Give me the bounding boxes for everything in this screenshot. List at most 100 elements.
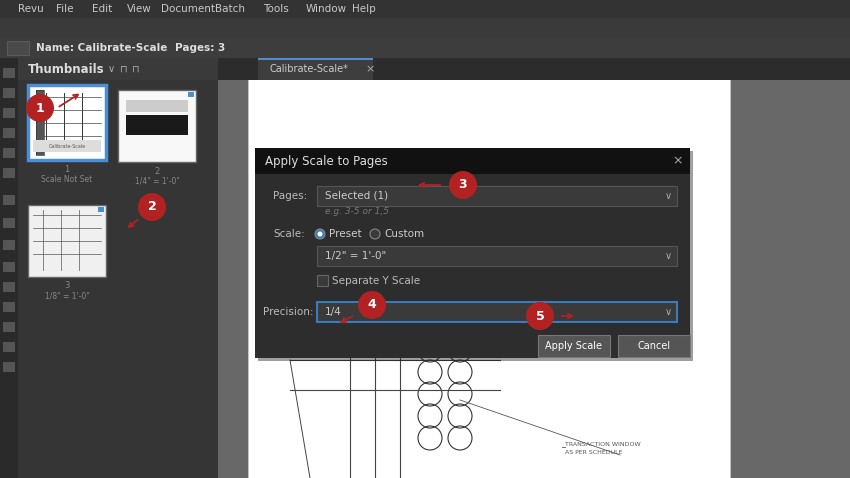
Text: 1: 1 <box>36 101 44 115</box>
Bar <box>3 128 15 138</box>
Bar <box>18 58 218 80</box>
Text: 1: 1 <box>65 165 70 174</box>
Text: Scale:: Scale: <box>273 229 305 239</box>
Text: ⊓: ⊓ <box>132 64 139 74</box>
Text: AS PER SCHEDULE: AS PER SCHEDULE <box>565 450 622 456</box>
Circle shape <box>138 193 166 221</box>
Bar <box>317 302 677 322</box>
Bar <box>0 38 850 58</box>
Text: Document: Document <box>161 4 215 14</box>
Text: 2: 2 <box>155 166 160 175</box>
Bar <box>126 115 188 135</box>
Text: 1/8" = 1'-0": 1/8" = 1'-0" <box>44 292 89 301</box>
FancyArrowPatch shape <box>562 314 572 318</box>
Circle shape <box>370 229 380 239</box>
Bar <box>258 58 373 80</box>
Bar <box>218 58 850 80</box>
Bar <box>3 262 15 272</box>
Text: 3: 3 <box>65 282 70 291</box>
Text: 5: 5 <box>536 309 544 323</box>
Bar <box>258 58 373 60</box>
Text: Precision:: Precision: <box>263 307 314 317</box>
Text: Selected (1): Selected (1) <box>325 191 388 201</box>
Bar <box>3 168 15 178</box>
Circle shape <box>26 94 54 122</box>
Text: ∨: ∨ <box>665 191 672 201</box>
Bar <box>258 151 693 361</box>
Text: Calibrate-Scale*: Calibrate-Scale* <box>270 64 348 74</box>
Text: ∨: ∨ <box>108 64 115 74</box>
Bar <box>317 275 328 286</box>
Text: Preset: Preset <box>329 229 361 239</box>
Text: Apply Scale: Apply Scale <box>546 341 603 351</box>
Text: Window: Window <box>306 4 347 14</box>
FancyArrowPatch shape <box>342 316 353 322</box>
Text: Help: Help <box>352 4 376 14</box>
Bar <box>28 205 106 277</box>
Bar <box>3 240 15 250</box>
Text: Calibrate-Scale: Calibrate-Scale <box>48 144 86 150</box>
FancyArrowPatch shape <box>128 220 138 227</box>
Bar <box>538 335 610 357</box>
Text: Separate Y Scale: Separate Y Scale <box>332 276 420 286</box>
Text: 1/2" = 1'-0": 1/2" = 1'-0" <box>325 251 386 261</box>
Bar <box>3 282 15 292</box>
Bar <box>0 58 18 478</box>
Bar <box>317 186 677 206</box>
Text: Revu: Revu <box>18 4 43 14</box>
Text: File: File <box>56 4 73 14</box>
Circle shape <box>315 229 325 239</box>
Bar <box>188 92 194 97</box>
Bar <box>248 68 730 478</box>
FancyArrowPatch shape <box>420 183 440 187</box>
Bar <box>3 342 15 352</box>
Bar <box>33 140 101 152</box>
Text: 4: 4 <box>367 298 377 312</box>
Bar <box>3 148 15 158</box>
Bar <box>3 68 15 78</box>
Bar <box>28 85 106 160</box>
Circle shape <box>526 302 554 330</box>
Text: Custom: Custom <box>384 229 424 239</box>
Bar <box>3 218 15 228</box>
Text: e.g. 3-5 or 1,5: e.g. 3-5 or 1,5 <box>325 207 389 217</box>
Bar <box>0 0 850 18</box>
Text: Tools: Tools <box>263 4 289 14</box>
Text: Thumbnails: Thumbnails <box>28 63 105 76</box>
Bar <box>7 41 29 55</box>
Text: Apply Scale to Pages: Apply Scale to Pages <box>265 154 388 167</box>
Bar <box>36 90 44 155</box>
Text: Name: Calibrate-Scale: Name: Calibrate-Scale <box>36 43 167 53</box>
Bar <box>618 335 690 357</box>
Text: ∨: ∨ <box>665 307 672 317</box>
Bar <box>3 362 15 372</box>
Text: ×: × <box>672 154 683 167</box>
Text: 1/4: 1/4 <box>325 307 342 317</box>
Text: View: View <box>127 4 152 14</box>
Text: 1/4" = 1'-0": 1/4" = 1'-0" <box>134 176 179 185</box>
Text: ×: × <box>365 64 374 74</box>
Bar <box>218 58 850 478</box>
Text: 2: 2 <box>148 200 156 214</box>
Text: Scale Not Set: Scale Not Set <box>42 175 93 185</box>
Text: Cancel: Cancel <box>638 341 671 351</box>
Text: Pages: 3: Pages: 3 <box>175 43 225 53</box>
Bar <box>3 302 15 312</box>
Bar <box>0 18 850 38</box>
Bar <box>317 246 677 266</box>
Circle shape <box>358 291 386 319</box>
Circle shape <box>449 171 477 199</box>
Bar <box>36 90 44 155</box>
Text: Pages:: Pages: <box>273 191 307 201</box>
Bar <box>18 58 218 478</box>
Bar <box>255 148 690 358</box>
FancyArrowPatch shape <box>60 95 78 107</box>
Bar <box>118 90 196 162</box>
Text: Edit: Edit <box>92 4 112 14</box>
Circle shape <box>318 231 322 237</box>
Bar <box>98 207 104 212</box>
Bar <box>255 148 690 174</box>
Text: TRANSACTION WINDOW: TRANSACTION WINDOW <box>565 443 641 447</box>
Bar <box>3 108 15 118</box>
Bar <box>3 322 15 332</box>
